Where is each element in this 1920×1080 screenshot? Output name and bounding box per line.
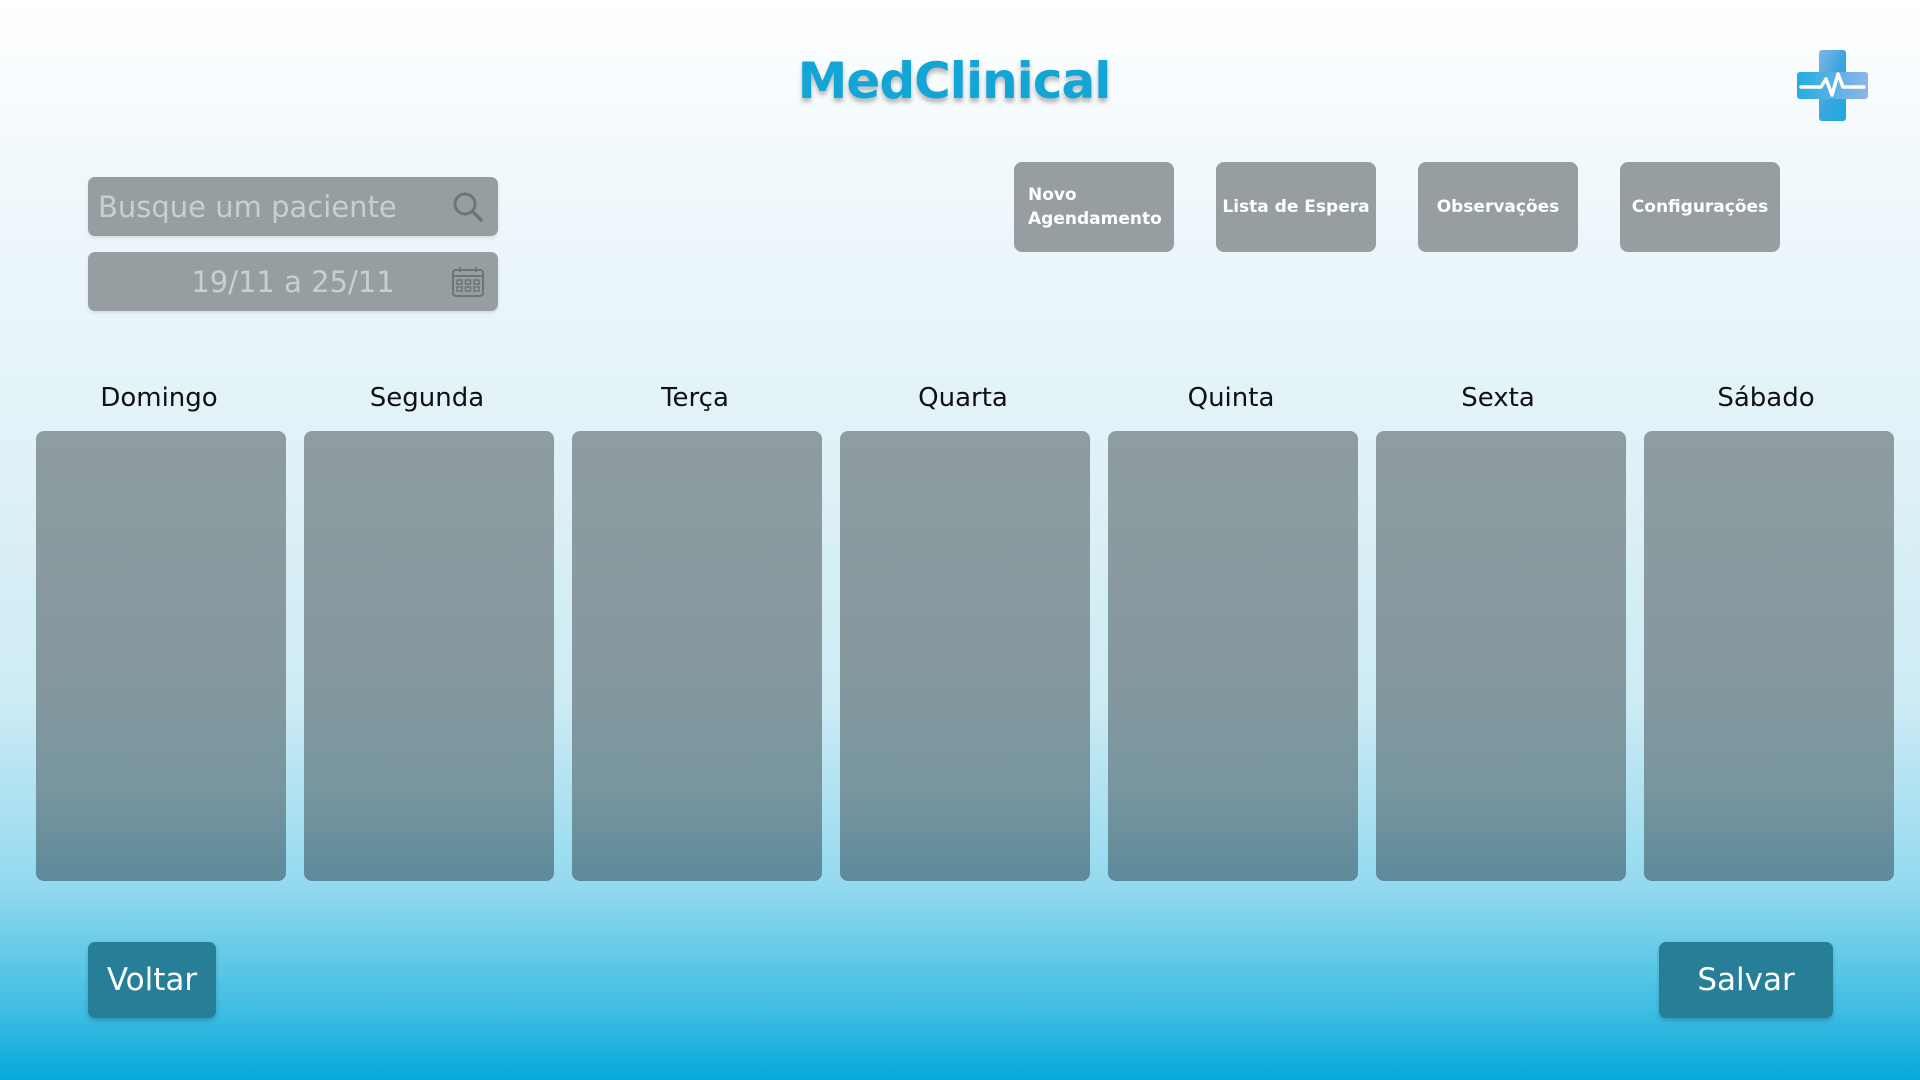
notes-label: Observações (1436, 197, 1560, 217)
day-label-friday: Sexta (1461, 383, 1535, 413)
app-title: MedClinical (797, 52, 1112, 110)
patient-search-input[interactable] (98, 177, 428, 236)
medical-cross-heartbeat-icon (1797, 50, 1868, 121)
day-column-friday[interactable] (1376, 431, 1626, 881)
day-label-sunday: Domingo (100, 383, 218, 413)
waiting-list-button[interactable]: Lista de Espera (1216, 162, 1376, 252)
new-appointment-label-line2: Agendamento (1028, 209, 1162, 229)
notes-button[interactable]: Observações (1418, 162, 1578, 252)
calendar-icon[interactable] (451, 265, 485, 299)
day-label-monday: Segunda (369, 383, 485, 413)
search-icon[interactable] (451, 190, 485, 224)
day-label-thursday: Quinta (1187, 383, 1275, 413)
waiting-list-label: Lista de Espera (1222, 197, 1370, 217)
date-range-value: 19/11 a 25/11 (191, 265, 395, 299)
day-label-wednesday: Quarta (918, 383, 1008, 413)
patient-search-box (88, 177, 498, 236)
settings-label: Configurações (1631, 197, 1769, 217)
day-column-wednesday[interactable] (840, 431, 1090, 881)
back-button[interactable]: Voltar (88, 942, 216, 1018)
day-label-saturday: Sábado (1717, 383, 1815, 413)
day-column-sunday[interactable] (36, 431, 286, 881)
day-column-monday[interactable] (304, 431, 554, 881)
day-label-tuesday: Terça (661, 383, 729, 413)
day-column-thursday[interactable] (1108, 431, 1358, 881)
new-appointment-label-line1: Novo (1028, 185, 1077, 205)
day-column-saturday[interactable] (1644, 431, 1894, 881)
new-appointment-button[interactable]: Novo Agendamento (1014, 162, 1174, 252)
settings-button[interactable]: Configurações (1620, 162, 1780, 252)
save-button[interactable]: Salvar (1659, 942, 1833, 1018)
day-column-tuesday[interactable] (572, 431, 822, 881)
date-range-picker[interactable]: 19/11 a 25/11 (88, 252, 498, 311)
